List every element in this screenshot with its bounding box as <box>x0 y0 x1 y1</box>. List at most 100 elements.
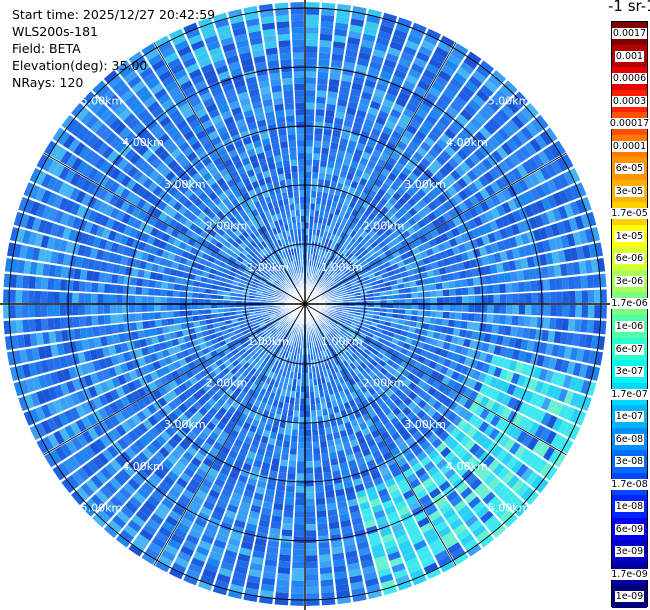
range-gate-cell <box>568 425 581 441</box>
range-gate-cell <box>270 464 279 472</box>
range-gate-cell <box>456 224 466 235</box>
range-gate-cell <box>524 244 533 257</box>
range-gate-cell <box>375 363 383 372</box>
range-gate-cell <box>392 308 400 314</box>
range-gate-cell <box>368 229 376 238</box>
range-gate-cell <box>318 249 323 257</box>
range-gate-cell <box>313 140 322 148</box>
range-gate-cell <box>368 387 376 396</box>
range-gate-cell <box>514 361 524 374</box>
range-gate-cell <box>216 299 224 304</box>
range-gate-cell <box>312 340 317 348</box>
range-gate-cell <box>338 196 346 204</box>
range-gate-cell <box>381 64 395 75</box>
range-gate-cell <box>352 445 361 454</box>
range-gate-cell <box>117 323 125 333</box>
range-gate-cell <box>501 188 513 201</box>
range-gate-cell <box>441 375 451 386</box>
range-gate-cell <box>398 196 407 206</box>
range-gate-cell <box>345 270 353 277</box>
range-gate-cell <box>566 262 574 276</box>
range-gate-cell <box>553 331 562 344</box>
range-gate-cell <box>354 451 364 460</box>
range-gate-cell <box>554 358 564 372</box>
range-gate-cell <box>348 245 356 253</box>
range-gate-cell <box>334 28 348 37</box>
range-gate-cell <box>405 557 420 568</box>
range-gate-cell <box>326 288 333 293</box>
range-gate-cell <box>538 368 548 381</box>
range-gate-cell <box>389 258 397 266</box>
range-gate-cell <box>356 142 366 152</box>
range-gate-cell <box>295 492 305 500</box>
range-gate-cell <box>506 212 517 225</box>
range-gate-cell <box>311 327 315 335</box>
range-gate-cell <box>97 315 105 325</box>
range-gate-cell <box>393 201 403 211</box>
range-gate-cell <box>464 439 476 451</box>
range-gate-cell <box>506 424 518 437</box>
range-gate-cell <box>514 502 529 517</box>
range-gate-cell <box>336 384 344 392</box>
range-gate-cell <box>452 460 465 472</box>
range-gate-cell <box>361 172 371 181</box>
range-gate-cell <box>510 326 518 337</box>
range-gate-cell <box>305 165 312 173</box>
range-gate-cell <box>339 369 346 377</box>
range-gate-cell <box>456 447 469 460</box>
range-gate-cell <box>416 341 425 349</box>
range-gate-cell <box>324 395 331 403</box>
range-gate-cell <box>364 519 377 529</box>
range-gate-cell <box>536 317 544 329</box>
range-gate-cell <box>276 484 286 492</box>
range-gate-cell <box>460 486 473 499</box>
range-gate-cell <box>547 330 556 343</box>
range-gate-cell <box>281 529 293 537</box>
range-gate-cell <box>305 379 309 386</box>
range-gate-cell <box>420 141 432 152</box>
range-gate-cell <box>472 524 487 538</box>
range-gate-cell <box>318 256 323 263</box>
range-gate-cell <box>314 479 324 487</box>
range-gate-cell <box>440 463 452 475</box>
range-gate-cell <box>285 491 295 499</box>
range-gate-cell <box>331 174 339 183</box>
range-gate-cell <box>467 218 478 230</box>
range-gate-cell <box>501 201 512 214</box>
range-gate-cell <box>464 80 479 94</box>
range-gate-cell <box>320 314 327 319</box>
range-gate-cell <box>511 427 523 441</box>
range-gate-cell <box>479 188 490 200</box>
range-gate-cell <box>384 351 392 359</box>
range-gate-cell <box>453 43 469 56</box>
range-gate-cell <box>204 299 211 304</box>
range-gate-cell <box>351 82 363 92</box>
range-gate-cell <box>440 274 448 282</box>
range-gate-cell <box>485 197 496 210</box>
range-gate-cell <box>463 338 472 348</box>
range-gate-cell <box>352 154 361 163</box>
range-gate-cell <box>91 282 99 293</box>
range-gate-cell <box>329 280 336 286</box>
range-gate-cell <box>438 430 450 442</box>
range-gate-cell <box>443 435 455 446</box>
range-gate-cell <box>562 219 573 233</box>
range-gate-cell <box>463 399 474 410</box>
range-gate-cell <box>318 338 323 346</box>
range-gate-cell <box>364 282 372 288</box>
range-gate-cell <box>532 229 542 242</box>
range-gate-cell <box>382 585 398 596</box>
range-gate-cell <box>316 262 321 269</box>
range-gate-cell <box>352 240 360 248</box>
range-gate-cell <box>53 304 60 317</box>
range-gate-cell <box>346 317 353 322</box>
range-gate-cell <box>485 398 496 411</box>
range-gate-cell <box>440 560 455 573</box>
range-gate-cell <box>448 312 456 320</box>
range-gate-cell <box>403 378 412 387</box>
range-gate-cell <box>448 280 456 289</box>
range-gate-cell <box>319 210 325 218</box>
range-gate-cell <box>313 454 321 462</box>
range-gate-cell <box>416 259 425 267</box>
range-gate-cell <box>310 266 313 274</box>
